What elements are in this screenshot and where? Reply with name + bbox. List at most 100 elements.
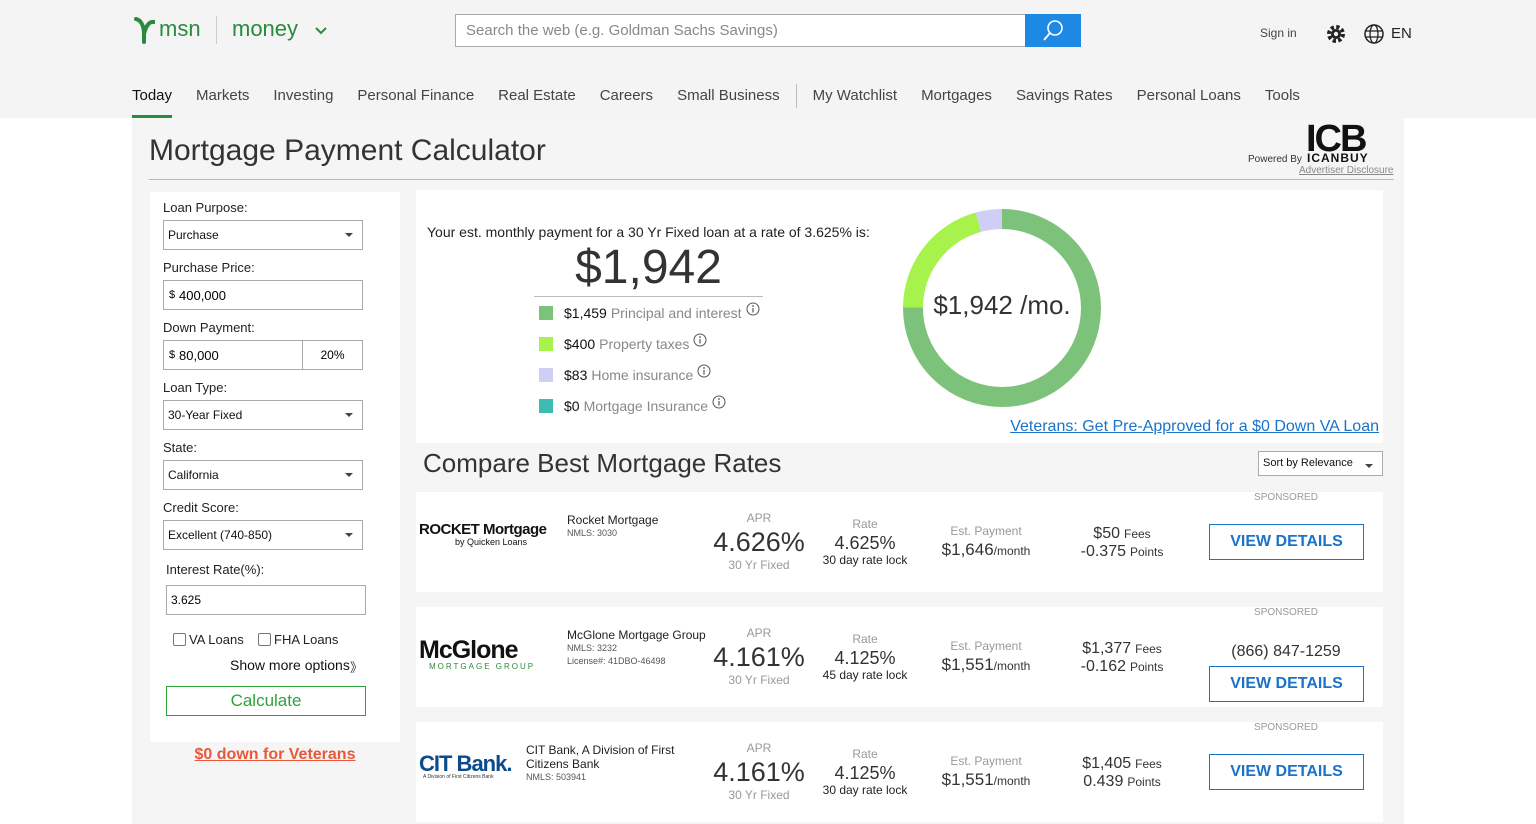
field-label: State: xyxy=(163,440,197,455)
fees-label: Fees xyxy=(1124,527,1151,541)
nav-item[interactable]: Mortgages xyxy=(921,87,992,104)
logo[interactable]: msn xyxy=(159,16,201,41)
breakdown-amount: $1,459 xyxy=(564,305,607,321)
calculate-button[interactable]: Calculate xyxy=(166,686,366,716)
show-more-icon[interactable]: 》 xyxy=(350,660,364,675)
info-dot xyxy=(751,305,754,307)
payment-row: $1,646/month xyxy=(906,540,1066,560)
title-rule xyxy=(149,179,1394,180)
view-details-button[interactable]: VIEW DETAILS xyxy=(1209,666,1364,702)
select[interactable]: California xyxy=(163,460,363,490)
legend-swatch xyxy=(539,337,553,351)
fees-row: $1,377 Fees xyxy=(1042,640,1202,658)
breakdown-label: Home insurance xyxy=(591,367,694,383)
view-details-button[interactable]: VIEW DETAILS xyxy=(1209,524,1364,560)
info-dot xyxy=(718,398,721,400)
total-payment: $1,942 xyxy=(575,241,722,294)
nav-item[interactable]: Real Estate xyxy=(498,87,576,104)
currency: $ xyxy=(169,349,176,361)
field-label: Down Payment: xyxy=(163,320,255,335)
info-icon[interactable] xyxy=(693,333,707,347)
nav-item[interactable]: Careers xyxy=(599,87,654,104)
checkbox[interactable] xyxy=(173,633,186,646)
nmls: NMLS: 503941 xyxy=(526,772,587,782)
payment: $1,646 xyxy=(941,540,994,559)
search-icon xyxy=(1043,20,1063,41)
select[interactable]: Purchase xyxy=(163,220,363,250)
section[interactable]: money xyxy=(232,16,299,41)
percent-input[interactable]: 20% xyxy=(302,340,363,370)
info-ring xyxy=(693,333,707,347)
term: 30 Yr Fixed xyxy=(728,558,790,572)
payment-row: $1,551/month xyxy=(906,655,1066,675)
field-label: Loan Type: xyxy=(163,380,228,395)
advertiser-disclosure[interactable]: Advertiser Disclosure xyxy=(1299,165,1394,176)
checkbox[interactable] xyxy=(258,633,271,646)
breakdown-label: Property taxes xyxy=(599,336,690,352)
info-icon[interactable] xyxy=(712,395,726,409)
select[interactable]: Excellent (740-850) xyxy=(163,520,363,550)
va-link[interactable]: Veterans: Get Pre-Approved for a $0 Down… xyxy=(1010,418,1379,435)
powered-by: Powered By xyxy=(1248,154,1302,165)
logo-main: ROCKET Mortgage xyxy=(419,521,547,538)
nmls: NMLS: 3030 xyxy=(567,528,618,538)
payment-per: /month xyxy=(993,544,1031,558)
nav-item[interactable]: Markets xyxy=(196,87,250,104)
info-ring xyxy=(746,302,760,316)
nav-item[interactable]: Today xyxy=(132,84,173,118)
apr-label: APR xyxy=(746,511,772,525)
breakdown-amount: $0 xyxy=(564,398,580,414)
info-dot xyxy=(699,336,702,338)
nav: Today Markets Investing Personal Finance Rea… xyxy=(132,84,1300,118)
checkbox-label: VA Loans xyxy=(189,632,244,647)
breakdown-row: $0 Mortgage Insurance xyxy=(564,398,708,414)
lender-logo[interactable]: McGlone MORTGAGE GROUP xyxy=(419,637,563,672)
search-input[interactable]: Search the web (e.g. Goldman Sachs Savin… xyxy=(455,14,1026,47)
chevron[interactable] xyxy=(315,27,327,35)
payment-label: Est. Payment xyxy=(950,639,1022,653)
input-value: 80,000 xyxy=(179,348,219,363)
nav-item[interactable]: Savings Rates xyxy=(1015,87,1113,104)
search-button[interactable] xyxy=(1025,14,1081,47)
nav-item[interactable]: Tools xyxy=(1264,87,1300,104)
lender-name: CIT Bank, A Division of First Citizens B… xyxy=(526,743,675,771)
field-label: Interest Rate(%): xyxy=(166,562,265,577)
total-rule xyxy=(534,296,763,297)
nav-item[interactable]: Personal Finance xyxy=(357,87,475,104)
points-label: Points xyxy=(1130,545,1164,559)
sign-in[interactable]: Sign in xyxy=(1260,26,1297,40)
language[interactable]: EN xyxy=(1391,25,1412,42)
settings-icon[interactable] xyxy=(1325,23,1347,45)
sort-select[interactable]: Sort by Relevance xyxy=(1258,451,1383,476)
show-more-options[interactable]: Show more options xyxy=(230,657,350,673)
compare-title: Compare Best Mortgage Rates xyxy=(423,448,782,478)
divider xyxy=(216,16,217,44)
page-title: Mortgage Payment Calculator xyxy=(149,134,546,167)
input[interactable] xyxy=(163,280,363,310)
legend-swatch xyxy=(539,368,553,382)
veterans-link[interactable]: $0 down for Veterans xyxy=(194,746,356,763)
nav-item[interactable]: Personal Loans xyxy=(1136,87,1241,104)
nav-item[interactable]: My Watchlist xyxy=(812,87,898,104)
info-icon[interactable] xyxy=(746,302,760,316)
globe-icon[interactable] xyxy=(1363,23,1385,45)
lender-logo[interactable]: CIT Bank. A Division of First Citizens Ba… xyxy=(419,752,519,780)
breakdown-row: $400 Property taxes xyxy=(564,336,689,352)
nav-item[interactable]: Small Business xyxy=(677,87,780,104)
select[interactable]: 30-Year Fixed xyxy=(163,400,363,430)
input[interactable] xyxy=(163,340,303,370)
nav-item[interactable]: Investing xyxy=(273,87,334,104)
points-label: Points xyxy=(1130,660,1164,674)
points: -0.162 xyxy=(1080,658,1126,675)
payment: $1,551 xyxy=(941,655,994,674)
apr: 4.626% xyxy=(713,527,805,557)
lender-name: McGlone Mortgage Group xyxy=(567,628,706,642)
view-details-button[interactable]: VIEW DETAILS xyxy=(1209,754,1364,790)
input[interactable]: 3.625 xyxy=(166,585,366,615)
field-label: Credit Score: xyxy=(163,500,239,515)
donut-center: $1,942 /mo. xyxy=(933,290,1071,320)
lender-logo[interactable]: ROCKET Mortgage by Quicken Loans xyxy=(419,522,563,547)
rate-lock: 30 day rate lock xyxy=(822,783,908,797)
info-icon[interactable] xyxy=(697,364,711,378)
info-ring xyxy=(712,395,726,409)
